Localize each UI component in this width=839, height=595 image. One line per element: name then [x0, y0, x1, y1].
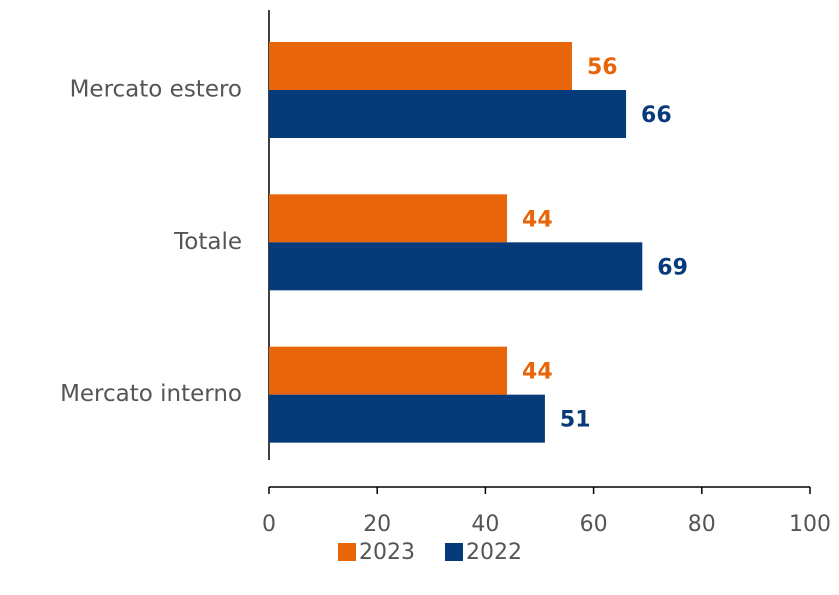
x-tick-label: 80: [688, 512, 716, 537]
bar: [269, 42, 572, 90]
legend-swatch: [445, 543, 463, 561]
value-label: 44: [522, 360, 553, 385]
bar: [269, 194, 508, 243]
value-label: 56: [587, 55, 618, 80]
category-label: Mercato estero: [70, 77, 242, 103]
bar: [269, 346, 508, 395]
x-tick-label: 100: [789, 512, 831, 537]
value-label: 44: [522, 207, 553, 232]
bar: [269, 90, 627, 138]
legend-swatch: [338, 543, 356, 561]
value-label: 69: [657, 255, 688, 280]
bar: [269, 242, 643, 291]
category-label: Mercato interno: [60, 381, 242, 407]
x-tick-label: 60: [580, 512, 608, 537]
x-tick-label: 40: [471, 512, 499, 537]
x-tick-label: 0: [262, 512, 276, 537]
bar: [269, 394, 545, 443]
legend-label: 2023: [359, 540, 415, 565]
category-label: Totale: [173, 229, 242, 255]
value-label: 51: [560, 408, 591, 433]
legend-label: 2022: [466, 540, 522, 565]
value-label: 66: [641, 103, 672, 128]
x-tick-label: 20: [363, 512, 391, 537]
